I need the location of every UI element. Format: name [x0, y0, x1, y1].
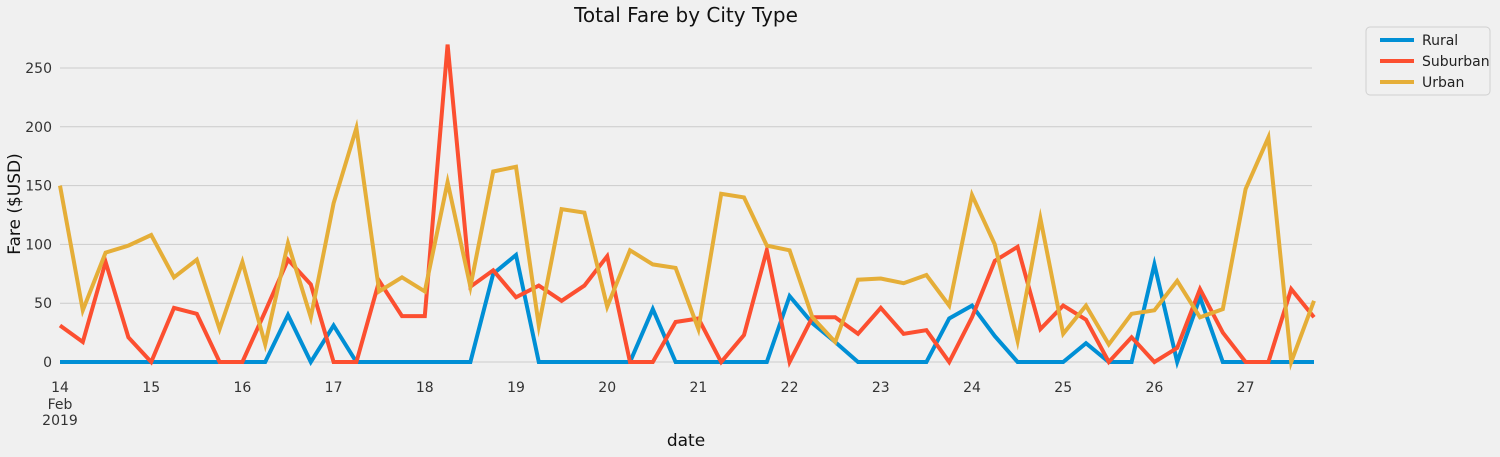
x-tick-label: 27: [1237, 380, 1255, 396]
legend-box: [1365, 26, 1491, 96]
gridlines: [60, 67, 1312, 363]
x-tick-label: 21: [689, 380, 707, 396]
x-tick-label: 22: [781, 380, 799, 396]
x-tick-label: 23: [872, 380, 890, 396]
legend: Rural Suburban Urban: [1365, 26, 1491, 96]
x-tick-label: 26: [1145, 380, 1163, 396]
legend-label-urban: Urban: [1422, 75, 1464, 91]
y-tick-label: 50: [34, 296, 52, 312]
series-line-suburban: [58, 44, 1316, 369]
x-tick-label: 18: [416, 380, 434, 396]
y-axis-label: Fare ($USD): [5, 153, 25, 255]
x-tick-sublabel: 2019: [42, 413, 78, 429]
x-tick-label: 24: [963, 380, 981, 396]
legend-label-suburban: Suburban: [1422, 54, 1490, 70]
y-tick-label: 250: [25, 61, 52, 77]
chart-title: Total Fare by City Type: [573, 3, 798, 27]
x-tick-label: 14: [51, 380, 69, 396]
y-tick-label: 100: [25, 237, 52, 253]
x-tick-label: 16: [233, 380, 251, 396]
legend-label-rural: Rural: [1422, 33, 1458, 49]
y-tick-label: 150: [25, 179, 52, 195]
y-tick-labels: 0 50 100 150 200 250: [25, 61, 52, 371]
x-tick-sublabel: Feb: [48, 397, 73, 413]
x-tick-label: 17: [325, 380, 343, 396]
x-tick-label: 20: [598, 380, 616, 396]
x-axis-label: date: [667, 431, 705, 451]
x-tick-label: 19: [507, 380, 525, 396]
y-tick-label: 0: [43, 355, 52, 371]
series-lines: [58, 44, 1316, 371]
y-tick-label: 200: [25, 120, 52, 136]
x-tick-label: 25: [1054, 380, 1072, 396]
x-tick-label: 15: [142, 380, 160, 396]
series-line-urban: [58, 118, 1316, 371]
